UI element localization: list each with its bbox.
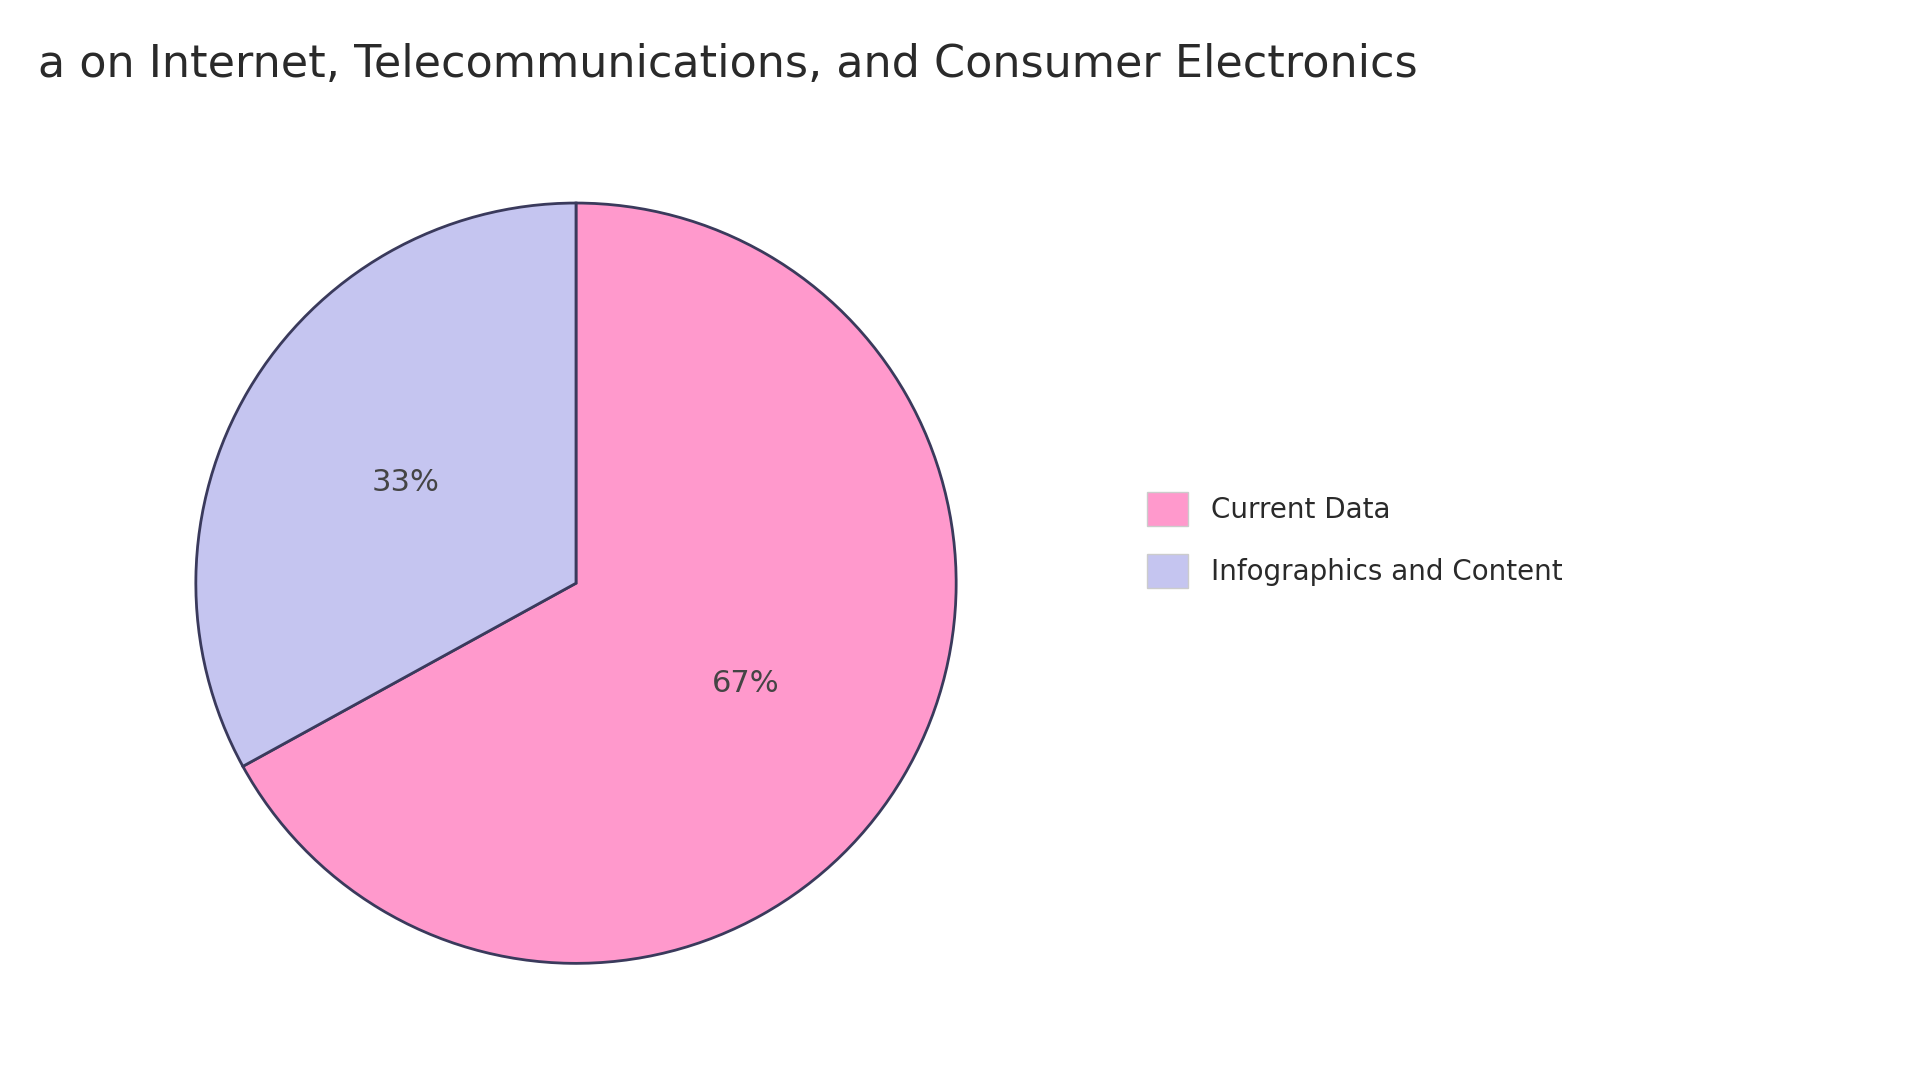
Text: 67%: 67% xyxy=(712,670,780,699)
Legend: Current Data, Infographics and Content: Current Data, Infographics and Content xyxy=(1146,492,1563,588)
Wedge shape xyxy=(196,203,576,767)
Text: 33%: 33% xyxy=(372,468,440,497)
Wedge shape xyxy=(242,203,956,963)
Text: a on Internet, Telecommunications, and Consumer Electronics: a on Internet, Telecommunications, and C… xyxy=(38,43,1419,86)
